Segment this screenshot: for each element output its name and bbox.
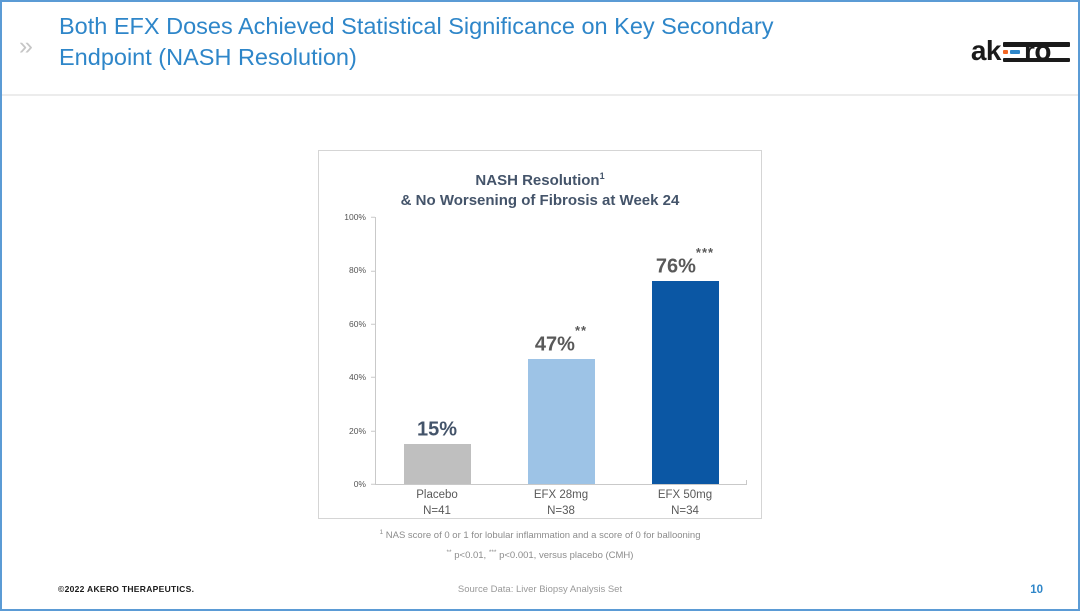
x-axis-line xyxy=(375,480,747,485)
logo-e-icon xyxy=(1003,42,1070,62)
logo-e-middle-row xyxy=(1003,49,1022,55)
chart-title-superscript: 1 xyxy=(599,171,605,181)
logo-e-top-bar xyxy=(1003,42,1070,47)
bar-efx-28mg: 47%** xyxy=(527,323,595,484)
y-tick-40: 40% xyxy=(319,373,375,382)
n-label: N=38 xyxy=(547,505,575,517)
y-tick-80: 80% xyxy=(319,266,375,275)
logo-text-prefix: ak xyxy=(970,35,1002,66)
akero-logo: ak ro xyxy=(970,35,1070,67)
y-tick-20: 20% xyxy=(319,426,375,435)
category-label: EFX 28mg xyxy=(533,489,589,501)
y-tick-100: 100% xyxy=(319,213,375,222)
bar-chart-plot: 100% 80% 60% 40% 20% 0% 15% 47%** xyxy=(319,213,761,488)
bar-column-efx28: 47%** xyxy=(499,217,623,484)
slide-title: Both EFX Doses Achieved Statistical Sign… xyxy=(59,11,919,73)
x-label-efx28: EFX 28mg N=38 xyxy=(499,487,623,519)
y-axis-line xyxy=(375,217,376,485)
y-tick-60: 60% xyxy=(319,320,375,329)
bar-value-label: 76%*** xyxy=(655,245,715,279)
bar-column-placebo: 15% xyxy=(375,217,499,484)
significance-marker: *** xyxy=(695,245,715,261)
bar-efx-50mg: 76%*** xyxy=(651,245,719,484)
bar-column-efx50: 76%*** xyxy=(623,217,747,484)
chart-card: NASH Resolution1 & No Worsening of Fibro… xyxy=(318,150,762,519)
footnote-1: 1 NAS score of 0 or 1 for lobular inflam… xyxy=(379,529,701,542)
chart-title: NASH Resolution1 & No Worsening of Fibro… xyxy=(319,166,761,211)
x-label-efx50: EFX 50mg N=34 xyxy=(623,487,747,519)
significance-marker: ** xyxy=(574,322,588,338)
logo-blue-bar xyxy=(1009,49,1020,55)
bar-placebo: 15% xyxy=(403,419,471,484)
y-tick-0: 0% xyxy=(319,480,375,489)
n-label: N=34 xyxy=(671,505,699,517)
bar-value-label: 15% xyxy=(416,418,458,441)
chart-footnotes: 1 NAS score of 0 or 1 for lobular inflam… xyxy=(318,524,762,564)
logo-text-suffix: ro xyxy=(1024,35,1052,66)
source-data-text: Source Data: Liver Biopsy Analysis Set xyxy=(457,584,623,595)
copyright-text: ©2022 AKERO THERAPEUTICS. xyxy=(58,584,195,594)
n-label: N=41 xyxy=(423,505,451,517)
slide-header: » Both EFX Doses Achieved Statistical Si… xyxy=(2,2,1078,96)
category-label: EFX 50mg xyxy=(657,489,713,501)
chevron-double-right-icon: » xyxy=(19,32,33,60)
category-label: Placebo xyxy=(416,489,458,501)
slide-title-line2: Endpoint (NASH Resolution) xyxy=(59,44,357,70)
bars-area: 15% 47%** 76%*** xyxy=(375,217,747,484)
logo-orange-dot xyxy=(1003,49,1008,55)
x-axis-labels: Placebo N=41 EFX 28mg N=38 EFX 50mg N=34 xyxy=(375,487,747,519)
x-label-placebo: Placebo N=41 xyxy=(375,487,499,519)
footnote-2: ** p<0.01, *** p<0.001, versus placebo (… xyxy=(446,549,634,562)
logo-e-bottom-bar xyxy=(1003,57,1070,62)
page-number: 10 xyxy=(1030,584,1043,596)
chart-title-line2: & No Worsening of Fibrosis at Week 24 xyxy=(400,192,680,209)
chart-title-line1: NASH Resolution xyxy=(475,172,600,189)
slide-title-line1: Both EFX Doses Achieved Statistical Sign… xyxy=(59,13,774,39)
bar-value-label: 47%** xyxy=(534,322,588,356)
x-axis-end-tick xyxy=(746,480,747,484)
